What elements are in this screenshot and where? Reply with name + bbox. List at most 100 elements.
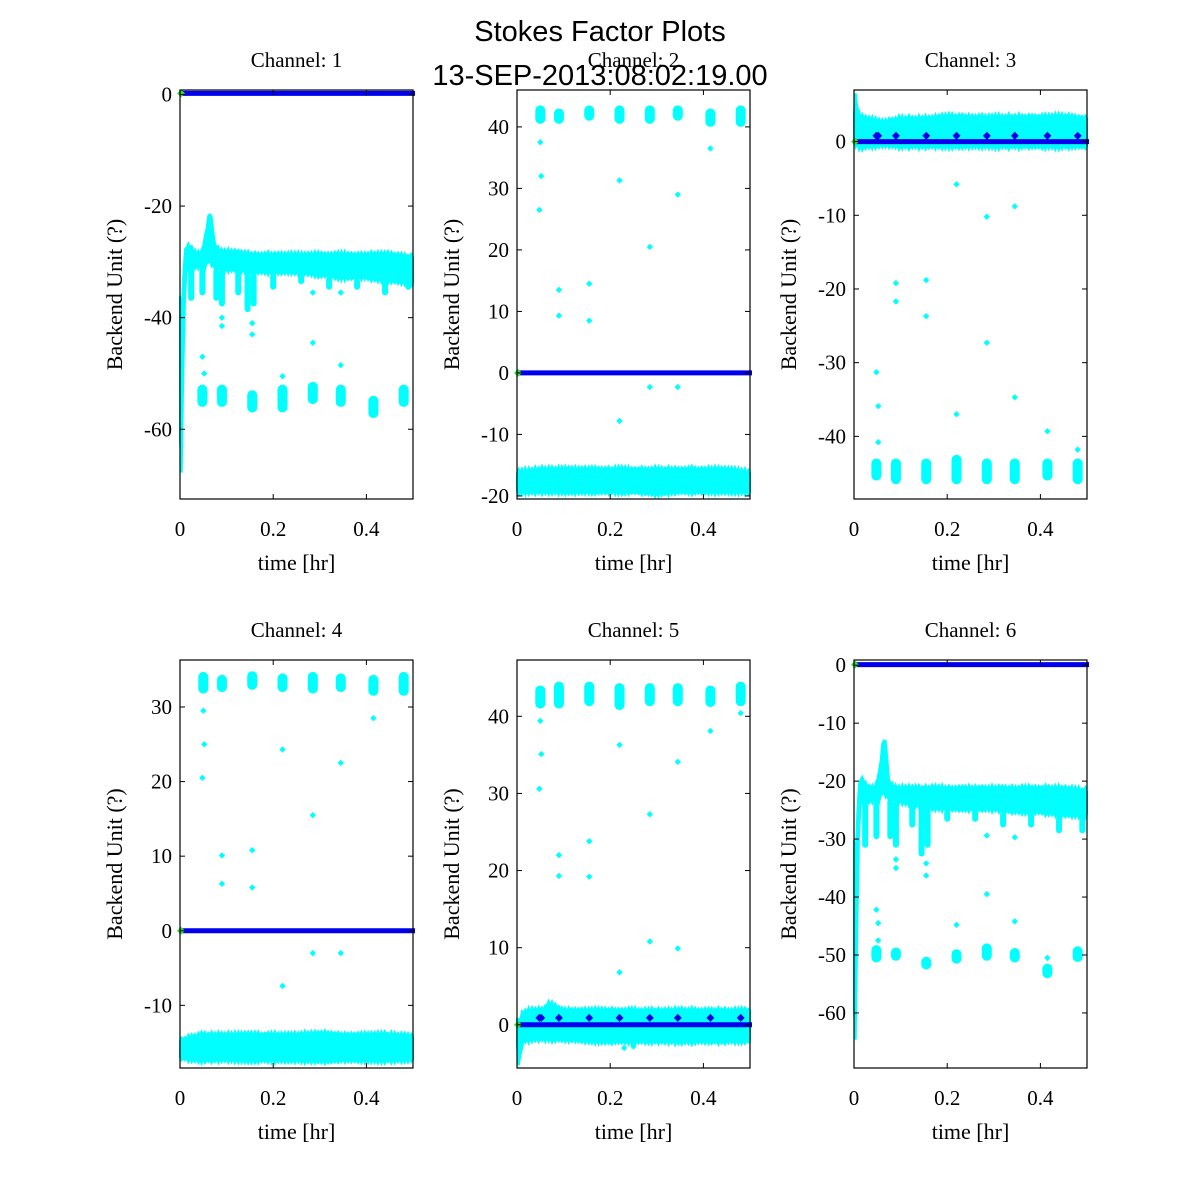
- data-cluster: [921, 956, 932, 970]
- reference-marker: [1043, 131, 1052, 140]
- data-cluster: [614, 105, 625, 124]
- data-point: [646, 938, 654, 945]
- channel-2-panel: 0 0.2 0.4 40 30 20 10 0 -10 -20 Channel: 2 time [hr…: [439, 48, 752, 575]
- data-cluster: [216, 674, 227, 693]
- data-point: [249, 847, 256, 854]
- signal-dip: [235, 270, 242, 296]
- signal-dip: [213, 267, 220, 301]
- y-tick-label: -10: [481, 422, 509, 446]
- signal-dip: [892, 801, 899, 848]
- data-point: [707, 145, 714, 152]
- data-cluster: [890, 947, 901, 961]
- data-point: [199, 353, 206, 360]
- x-tick-label: 0.4: [1027, 517, 1054, 541]
- data-cluster: [335, 384, 346, 407]
- data-point: [953, 411, 960, 418]
- panel-title: Channel: 5: [588, 618, 680, 642]
- data-cluster: [307, 381, 318, 405]
- data-point: [646, 811, 654, 818]
- y-tick-label: 0: [162, 919, 173, 943]
- axes-frame: [516, 659, 751, 1069]
- data-point: [309, 949, 317, 957]
- signal-dip: [405, 283, 412, 290]
- signal-band: [179, 213, 414, 473]
- reference-marker: [922, 131, 931, 140]
- y-axis-label: Backend Unit (?): [439, 219, 464, 371]
- y-axis-label: Backend Unit (?): [776, 219, 801, 371]
- channel-6-panel: 0 0.2 0.4 0 -10 -20 -30 -40 -50 -60 Channel: 6 time…: [776, 618, 1089, 1144]
- y-tick-label: -30: [818, 827, 846, 851]
- start-marker: [851, 660, 859, 669]
- data-cluster: [1042, 458, 1053, 481]
- data-point: [337, 759, 344, 767]
- y-tick-label: -40: [818, 885, 846, 909]
- data-point: [616, 177, 623, 184]
- reference-marker: [706, 1013, 715, 1022]
- x-tick-label: 0.2: [260, 517, 286, 541]
- data-point: [616, 741, 623, 749]
- data-cluster: [871, 945, 882, 963]
- data-point: [200, 707, 207, 714]
- signal-dip: [924, 807, 931, 848]
- data-point: [218, 880, 226, 887]
- panel-title: Channel: 1: [251, 48, 343, 72]
- data-point: [646, 243, 654, 251]
- x-tick-label: 0: [849, 517, 860, 541]
- data-cluster: [735, 105, 746, 127]
- figure-subtitle: 13-SEP-2013:08:02:19.00: [432, 60, 767, 92]
- data-point: [707, 727, 714, 735]
- signal-band: [516, 462, 751, 500]
- y-tick-label: 0: [162, 82, 173, 106]
- x-axis-label: time [hr]: [932, 1119, 1010, 1144]
- data-point: [616, 969, 623, 976]
- data-cluster: [951, 949, 962, 964]
- data-cluster: [672, 683, 683, 707]
- data-cluster: [368, 674, 379, 696]
- channel-5-panel: 0 0.2 0.4 40 30 20 10 0 Channel: 5 time [hr] Backe…: [439, 618, 752, 1144]
- data-point: [873, 369, 880, 376]
- y-tick-label: -40: [144, 306, 172, 330]
- data-cluster: [644, 683, 655, 707]
- x-tick-label: 0: [849, 1086, 860, 1110]
- data-point: [875, 402, 882, 410]
- data-cluster: [553, 681, 564, 709]
- data-cluster: [981, 943, 992, 961]
- plot-area: [851, 93, 1089, 485]
- x-tick-label: 0: [175, 1086, 186, 1110]
- signal-band: [179, 1027, 414, 1067]
- signal-dip: [382, 280, 389, 296]
- data-cluster: [584, 105, 595, 121]
- y-axis-label: Backend Unit (?): [776, 788, 801, 940]
- y-tick-label: -60: [144, 417, 172, 441]
- data-point: [218, 852, 226, 859]
- reference-marker: [982, 131, 991, 140]
- x-tick-label: 0.2: [934, 517, 960, 541]
- data-point: [1011, 394, 1018, 401]
- x-tick-label: 0: [512, 1086, 523, 1110]
- data-point: [337, 361, 344, 369]
- y-tick-label: 10: [151, 844, 172, 868]
- data-point: [923, 313, 930, 320]
- y-tick-label: -40: [818, 424, 846, 448]
- y-tick-label: -20: [144, 194, 172, 218]
- data-point: [218, 314, 226, 321]
- signal-dip: [918, 806, 925, 857]
- data-point: [875, 919, 882, 927]
- data-point: [983, 890, 991, 898]
- data-cluster: [398, 384, 409, 407]
- x-tick-label: 0.4: [690, 1086, 717, 1110]
- data-point: [249, 331, 256, 338]
- signal-dip: [1028, 813, 1035, 828]
- y-tick-label: 40: [488, 704, 509, 728]
- y-tick-label: -20: [818, 769, 846, 793]
- start-marker: [177, 89, 185, 98]
- reference-marker: [585, 1013, 594, 1022]
- data-point: [201, 741, 208, 748]
- data-cluster: [398, 671, 409, 696]
- data-point: [892, 864, 900, 872]
- x-tick-label: 0.2: [934, 1086, 960, 1110]
- data-point: [892, 279, 900, 287]
- data-point: [875, 937, 882, 944]
- reference-marker: [1073, 131, 1082, 140]
